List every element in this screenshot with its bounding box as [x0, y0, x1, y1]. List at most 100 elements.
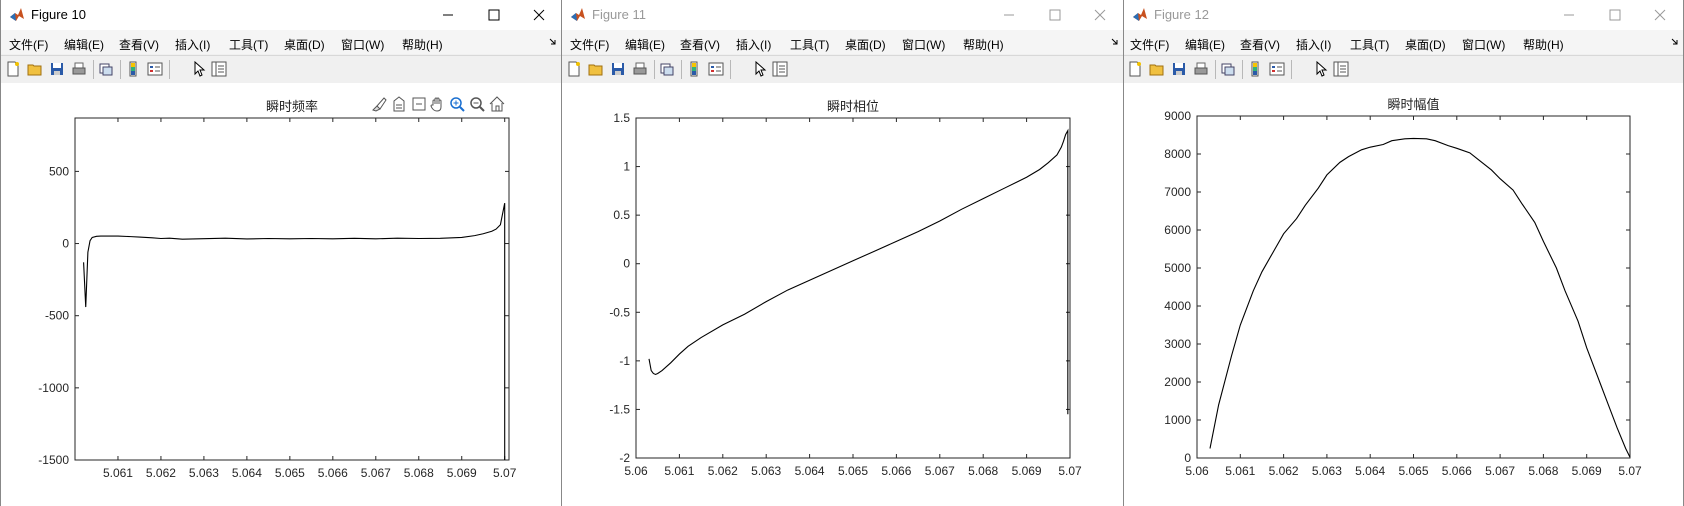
toolbar-separator — [93, 60, 94, 79]
plot-axes[interactable]: 瞬时频率 5.061 5.062 5.063 5.064 5.065 5.066 5.067 5… — [1, 83, 562, 506]
menu-view[interactable]: 查看(V) — [119, 38, 159, 52]
menu-edit[interactable]: 编辑(E) — [625, 38, 665, 52]
menu-insert[interactable]: 插入(I) — [736, 38, 772, 52]
brush-icon[interactable] — [371, 96, 387, 112]
link-plot-icon[interactable] — [1220, 61, 1236, 77]
maximize-button[interactable] — [479, 4, 509, 26]
menu-insert[interactable]: 插入(I) — [175, 38, 211, 52]
close-button[interactable] — [524, 4, 554, 26]
link-plot-icon[interactable] — [98, 61, 114, 77]
maximize-button[interactable] — [1600, 4, 1630, 26]
x-tick-label: 5.064 — [232, 466, 262, 480]
menu-dock-arrow-icon[interactable] — [1111, 38, 1119, 46]
x-tick-label: 5.063 — [1312, 464, 1342, 478]
y-tick-label: -1000 — [38, 381, 69, 395]
menu-dock-arrow-icon[interactable] — [549, 38, 557, 46]
plot-axes[interactable]: 瞬时幅值 5.06 5.061 5.062 5.063 5.064 5.065 5.066 5.… — [1124, 83, 1684, 506]
window-title: Figure 12 — [1154, 7, 1209, 22]
insert-legend-icon[interactable] — [708, 61, 724, 77]
new-figure-icon[interactable] — [5, 61, 21, 77]
menu-window[interactable]: 窗口(W) — [341, 38, 385, 52]
matlab-logo-icon — [571, 8, 585, 21]
print-icon[interactable] — [1193, 61, 1209, 77]
open-file-icon[interactable] — [27, 61, 43, 77]
menu-file[interactable]: 文件(F) — [570, 38, 610, 52]
pan-icon[interactable] — [429, 96, 445, 112]
menu-insert[interactable]: 插入(I) — [1296, 38, 1332, 52]
insert-legend-icon[interactable] — [147, 61, 163, 77]
minimize-button[interactable] — [994, 4, 1024, 26]
property-inspector-icon[interactable] — [1333, 61, 1349, 77]
menu-window[interactable]: 窗口(W) — [902, 38, 946, 52]
x-tick-label: 5.06 — [1185, 464, 1209, 478]
menu-help[interactable]: 帮助(H) — [963, 38, 1004, 52]
matlab-logo-icon — [1133, 8, 1147, 21]
menu-dock-arrow-icon[interactable] — [1671, 38, 1679, 46]
menu-tools[interactable]: 工具(T) — [229, 38, 269, 52]
data-tips-icon[interactable] — [391, 96, 407, 112]
menu-file[interactable]: 文件(F) — [1130, 38, 1170, 52]
menu-edit[interactable]: 编辑(E) — [1185, 38, 1225, 52]
x-tick-label: 5.064 — [1355, 464, 1385, 478]
menu-desktop[interactable]: 桌面(D) — [284, 38, 325, 52]
menu-help[interactable]: 帮助(H) — [1523, 38, 1564, 52]
new-figure-icon[interactable] — [1127, 61, 1143, 77]
save-icon[interactable] — [1171, 61, 1187, 77]
maximize-button[interactable] — [1040, 4, 1070, 26]
toolbar-separator — [1291, 60, 1292, 79]
menu-window[interactable]: 窗口(W) — [1462, 38, 1506, 52]
menu-tools[interactable]: 工具(T) — [1350, 38, 1390, 52]
x-tick-label: 5.062 — [146, 466, 176, 480]
menu-desktop[interactable]: 桌面(D) — [1405, 38, 1446, 52]
insert-colorbar-icon[interactable] — [125, 61, 141, 77]
plot-axes[interactable]: 瞬时相位 5.06 5.061 5.062 5.063 5.064 5.065 5.066 5.… — [562, 83, 1124, 506]
title-bar[interactable]: Figure 10 — [1, 0, 561, 30]
save-icon[interactable] — [610, 61, 626, 77]
x-tick-label: 5.065 — [838, 464, 868, 478]
menu-tools[interactable]: 工具(T) — [790, 38, 830, 52]
menu-desktop[interactable]: 桌面(D) — [845, 38, 886, 52]
print-icon[interactable] — [71, 61, 87, 77]
y-tick-label: 0.5 — [613, 208, 630, 222]
insert-legend-icon[interactable] — [1269, 61, 1285, 77]
menu-help[interactable]: 帮助(H) — [402, 38, 443, 52]
menu-file[interactable]: 文件(F) — [9, 38, 49, 52]
zoom-out-icon[interactable] — [469, 96, 485, 112]
link-plot-icon[interactable] — [659, 61, 675, 77]
property-inspector-icon[interactable] — [211, 61, 227, 77]
menu-view[interactable]: 查看(V) — [680, 38, 720, 52]
print-icon[interactable] — [632, 61, 648, 77]
save-icon[interactable] — [49, 61, 65, 77]
minimize-button[interactable] — [433, 4, 463, 26]
x-tick-label: 5.067 — [1485, 464, 1515, 478]
axes-toolbar — [371, 96, 511, 112]
edit-plot-arrow-icon[interactable] — [752, 61, 768, 77]
x-tick-label: 5.068 — [1528, 464, 1558, 478]
title-bar[interactable]: Figure 12 — [1124, 0, 1683, 30]
y-tick-label: 0 — [623, 257, 630, 271]
title-bar[interactable]: Figure 11 — [562, 0, 1123, 30]
open-file-icon[interactable] — [1149, 61, 1165, 77]
restore-view-icon[interactable] — [411, 96, 427, 112]
insert-colorbar-icon[interactable] — [686, 61, 702, 77]
x-tick-label: 5.065 — [275, 466, 305, 480]
menu-bar: 文件(F) 编辑(E) 查看(V) 插入(I) 工具(T) 桌面(D) 窗口(W… — [562, 30, 1123, 54]
edit-plot-arrow-icon[interactable] — [1313, 61, 1329, 77]
menu-edit[interactable]: 编辑(E) — [64, 38, 104, 52]
property-inspector-icon[interactable] — [772, 61, 788, 77]
open-file-icon[interactable] — [588, 61, 604, 77]
close-button[interactable] — [1645, 4, 1675, 26]
insert-colorbar-icon[interactable] — [1247, 61, 1263, 77]
y-tick-label: 7000 — [1164, 185, 1191, 199]
close-button[interactable] — [1085, 4, 1115, 26]
y-tick-label: 5000 — [1164, 261, 1191, 275]
zoom-in-icon[interactable] — [449, 96, 465, 112]
y-tick-label: -2 — [619, 451, 630, 465]
new-figure-icon[interactable] — [566, 61, 582, 77]
x-tick-label: 5.065 — [1398, 464, 1428, 478]
home-icon[interactable] — [489, 96, 505, 112]
minimize-button[interactable] — [1554, 4, 1584, 26]
toolbar-separator — [169, 60, 170, 79]
edit-plot-arrow-icon[interactable] — [191, 61, 207, 77]
menu-view[interactable]: 查看(V) — [1240, 38, 1280, 52]
